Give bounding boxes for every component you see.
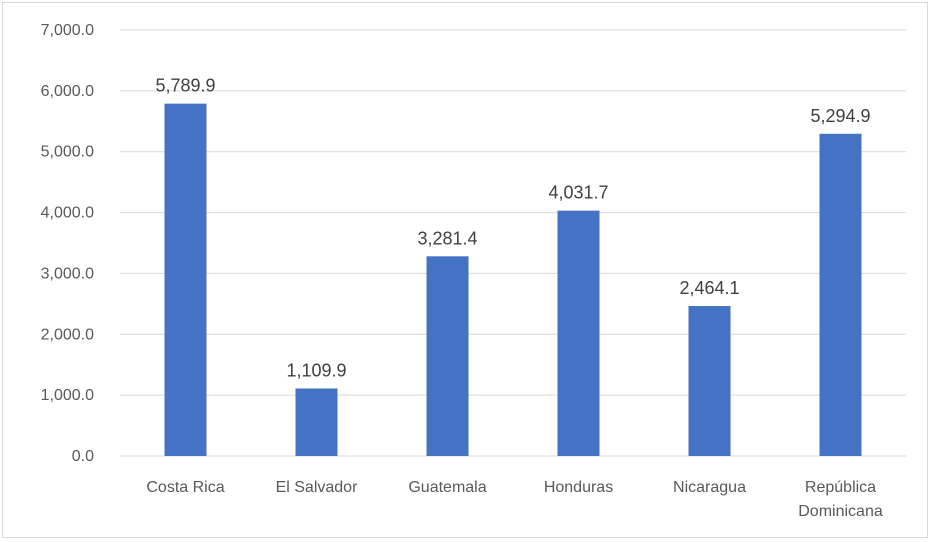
data-label: 1,109.9 bbox=[286, 360, 346, 380]
y-tick-label: 4,000.0 bbox=[41, 205, 94, 222]
x-tick-label: Nicaragua bbox=[673, 479, 746, 496]
x-tick-label: Honduras bbox=[544, 479, 613, 496]
y-tick-label: 1,000.0 bbox=[41, 387, 94, 404]
y-tick-label: 3,000.0 bbox=[41, 265, 94, 282]
x-tick-label: Dominicana bbox=[798, 503, 883, 520]
x-tick-label: República bbox=[805, 479, 876, 496]
y-tick-label: 6,000.0 bbox=[41, 83, 94, 100]
bar bbox=[688, 306, 731, 456]
x-tick-label: El Salvador bbox=[276, 479, 358, 496]
x-tick-label: Guatemala bbox=[408, 479, 486, 496]
y-tick-label: 5,000.0 bbox=[41, 144, 94, 161]
data-label: 2,464.1 bbox=[679, 278, 739, 298]
data-label: 4,031.7 bbox=[548, 183, 608, 203]
bar bbox=[295, 388, 338, 456]
y-tick-label: 7,000.0 bbox=[41, 22, 94, 39]
bar bbox=[426, 256, 469, 456]
data-label: 5,294.9 bbox=[810, 106, 870, 126]
y-tick-label: 2,000.0 bbox=[41, 326, 94, 343]
bar bbox=[819, 133, 862, 456]
data-label: 3,281.4 bbox=[417, 228, 477, 248]
bar bbox=[164, 103, 207, 457]
y-tick-label: 0.0 bbox=[72, 448, 94, 465]
bar bbox=[557, 210, 600, 456]
x-tick-label: Costa Rica bbox=[146, 479, 224, 496]
data-label: 5,789.9 bbox=[155, 76, 215, 96]
